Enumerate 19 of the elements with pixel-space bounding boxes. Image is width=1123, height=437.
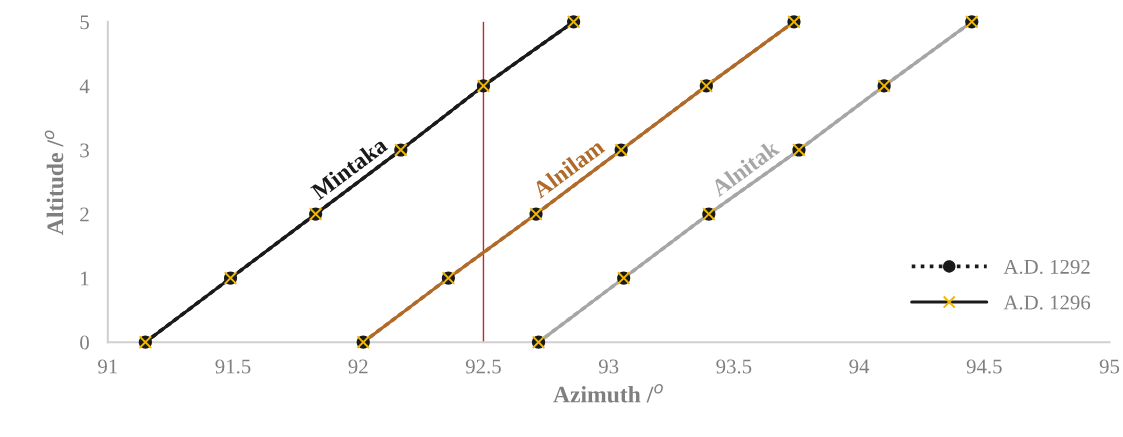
x-tick-label: 95 [1099, 359, 1120, 374]
y-tick-label: 2 [80, 207, 89, 222]
y-tick-label: 3 [80, 143, 89, 158]
x-tick-label: 92.5 [465, 359, 501, 374]
x-axis-title: Azimuth /$^{o}$ [553, 384, 663, 403]
y-tick-label: 5 [80, 15, 89, 30]
y-tick-label: 1 [81, 271, 89, 286]
x-tick-label: 94 [849, 359, 870, 374]
y-axis-title: Altitude /$^{o}$ [44, 130, 64, 235]
legend-label: A.D. 1296 [1003, 295, 1091, 310]
x-tick-label: 93 [598, 359, 619, 374]
legend-label: A.D. 1292 [1003, 259, 1090, 274]
x-tick-label: 93.5 [716, 359, 752, 374]
x-tick-label: 92 [348, 359, 368, 374]
x-tick-label: 91 [98, 359, 117, 374]
x-tick-label: 94.5 [966, 359, 1002, 374]
y-tick-label: 4 [79, 79, 90, 94]
y-tick-label: 0 [80, 335, 89, 350]
x-tick-label: 91.5 [215, 359, 251, 374]
